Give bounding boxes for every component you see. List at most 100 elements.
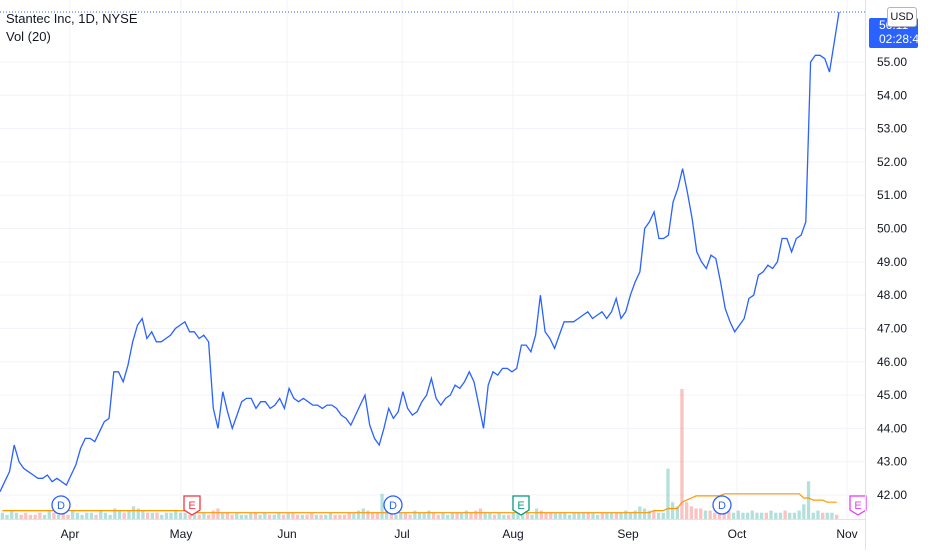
volume-bar bbox=[141, 510, 145, 519]
y-tick-label: 52.00 bbox=[877, 155, 907, 169]
y-tick-label: 55.00 bbox=[877, 55, 907, 69]
dividend-marker[interactable]: D bbox=[51, 495, 71, 515]
volume-bar bbox=[675, 506, 679, 519]
earnings-marker[interactable]: E bbox=[512, 495, 530, 516]
x-tick-label: Aug bbox=[502, 527, 523, 541]
volume-bar bbox=[431, 512, 436, 519]
earnings-marker[interactable]: E bbox=[183, 495, 201, 516]
x-tick-label: Nov bbox=[836, 527, 857, 541]
volume-bar bbox=[356, 510, 361, 519]
volume-bar bbox=[464, 510, 468, 519]
earnings-marker[interactable]: E bbox=[849, 495, 867, 516]
volume-bar bbox=[614, 512, 618, 519]
volume-bar bbox=[324, 514, 328, 519]
volume-bar bbox=[502, 514, 506, 519]
volume-bar bbox=[85, 512, 89, 519]
volume-bar bbox=[605, 512, 609, 519]
volume-bar bbox=[830, 512, 834, 519]
volume-bar bbox=[33, 514, 37, 519]
volume-bar bbox=[136, 508, 140, 519]
volume-bar bbox=[24, 512, 28, 519]
volume-bar bbox=[488, 512, 492, 519]
volume-bar bbox=[506, 514, 511, 519]
volume-bar bbox=[469, 512, 473, 519]
volume-bar bbox=[760, 512, 764, 519]
y-tick-label: 54.00 bbox=[877, 88, 907, 102]
volume-bar bbox=[549, 512, 553, 519]
volume-bar bbox=[680, 389, 684, 519]
x-tick-label: Jun bbox=[277, 527, 296, 541]
volume-bar bbox=[352, 512, 356, 519]
volume-indicator-label[interactable]: Vol (20) bbox=[6, 29, 51, 44]
volume-bar bbox=[642, 508, 647, 519]
volume-bar bbox=[530, 514, 534, 519]
volume-bar bbox=[99, 510, 103, 519]
volume-bar bbox=[14, 512, 19, 519]
volume-bar bbox=[371, 512, 375, 519]
volume-bar bbox=[127, 510, 131, 519]
volume-bar bbox=[478, 508, 483, 519]
volume-bar bbox=[380, 493, 384, 519]
y-tick-label: 48.00 bbox=[877, 288, 907, 302]
volume-bar bbox=[722, 512, 726, 519]
volume-bar bbox=[150, 512, 154, 519]
volume-bar bbox=[769, 510, 773, 519]
volume-bar bbox=[10, 510, 14, 519]
volume-bar bbox=[731, 512, 736, 519]
volume-bar bbox=[230, 514, 234, 519]
volume-bar bbox=[300, 514, 304, 519]
volume-bar bbox=[474, 510, 478, 519]
volume-bar bbox=[624, 510, 628, 519]
symbol-title[interactable]: Stantec Inc, 1D, NYSE bbox=[6, 11, 138, 26]
volume-bar bbox=[816, 510, 820, 519]
volume-bar bbox=[113, 508, 117, 519]
volume-bar bbox=[56, 514, 61, 519]
chart-legend: Stantec Inc, 1D, NYSE Vol (20) bbox=[6, 10, 138, 46]
volume-bar bbox=[628, 512, 633, 519]
dividend-marker[interactable]: D bbox=[383, 495, 403, 515]
volume-bar bbox=[750, 510, 754, 519]
volume-bar bbox=[342, 514, 347, 519]
volume-bar bbox=[385, 510, 389, 519]
volume-bar bbox=[42, 514, 47, 519]
volume-bar bbox=[61, 512, 65, 519]
volume-bar bbox=[235, 512, 239, 519]
volume-bar bbox=[225, 512, 229, 519]
volume-bar bbox=[436, 514, 440, 519]
volume-bar bbox=[535, 508, 539, 519]
volume-bar bbox=[202, 512, 206, 519]
volume-bar bbox=[174, 510, 178, 519]
volume-bar bbox=[427, 510, 431, 519]
volume-bar bbox=[821, 512, 825, 519]
volume-bar bbox=[755, 512, 759, 519]
volume-bar bbox=[249, 512, 253, 519]
event-label: E bbox=[854, 500, 861, 512]
volume-bar bbox=[80, 514, 84, 519]
volume-bar bbox=[310, 512, 314, 519]
volume-bar bbox=[811, 512, 815, 519]
volume-bar bbox=[146, 512, 150, 519]
x-tick-label: Jul bbox=[394, 527, 409, 541]
volume-bar bbox=[305, 514, 309, 519]
x-tick-label: May bbox=[170, 527, 193, 541]
volume-bar bbox=[239, 514, 243, 519]
volume-bar bbox=[417, 512, 422, 519]
volume-bar bbox=[38, 512, 42, 519]
dividend-marker[interactable]: D bbox=[712, 495, 732, 515]
event-label: E bbox=[188, 500, 195, 512]
volume-bar bbox=[544, 512, 548, 519]
price-axis[interactable]: 42.00 43.00 44.00 45.00 46.00 47.00 48.00 49.00… bbox=[877, 55, 907, 502]
volume-bar bbox=[783, 510, 787, 519]
volume-bar bbox=[567, 514, 572, 519]
volume-bar bbox=[788, 512, 792, 519]
time-axis[interactable]: Apr May Jun Jul Aug Sep Oct Nov bbox=[61, 527, 858, 541]
volume-bar bbox=[661, 512, 665, 519]
volume-bar bbox=[281, 514, 286, 519]
volume-bar bbox=[596, 514, 600, 519]
volume-bar bbox=[28, 514, 33, 519]
currency-button[interactable]: USD bbox=[887, 7, 917, 27]
volume-bar bbox=[75, 512, 79, 519]
